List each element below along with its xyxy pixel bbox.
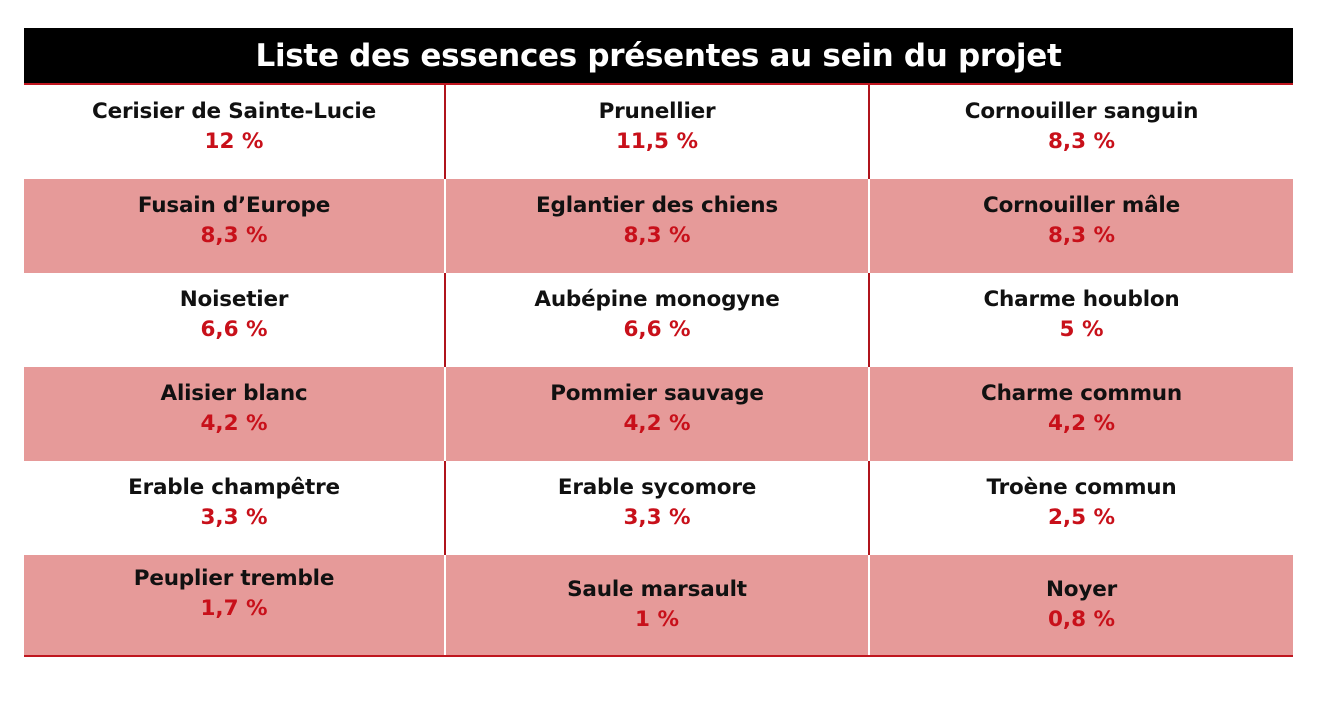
species-cell: Charme commun 4,2 % [870, 367, 1293, 461]
species-name: Saule marsault [567, 577, 747, 602]
species-cell: Eglantier des chiens 8,3 % [446, 179, 870, 273]
species-grid: Cerisier de Sainte-Lucie 12 % Prunellier… [24, 85, 1293, 657]
species-name: Cornouiller sanguin [964, 99, 1199, 124]
species-percentage: 4,2 % [200, 411, 268, 436]
species-cell: Cornouiller mâle 8,3 % [870, 179, 1293, 273]
species-name: Eglantier des chiens [536, 193, 778, 218]
species-percentage: 4,2 % [623, 411, 691, 436]
species-name: Charme commun [981, 381, 1182, 406]
species-percentage: 8,3 % [623, 223, 691, 248]
species-percentage: 8,3 % [200, 223, 268, 248]
species-cell: Pommier sauvage 4,2 % [446, 367, 870, 461]
species-cell: Charme houblon 5 % [870, 273, 1293, 367]
species-name: Erable champêtre [128, 475, 340, 500]
species-percentage: 5 % [1059, 317, 1104, 342]
species-percentage: 0,8 % [1047, 607, 1116, 632]
species-name: Noyer [1046, 577, 1117, 602]
species-cell: Saule marsault 1 % [446, 555, 870, 655]
species-percentage: 8,3 % [1047, 223, 1116, 248]
species-percentage: 6,6 % [200, 317, 268, 342]
species-percentage: 6,6 % [623, 317, 691, 342]
species-name: Erable sycomore [557, 475, 757, 500]
species-name: Alisier blanc [160, 381, 308, 406]
species-table: Liste des essences présentes au sein du … [24, 28, 1293, 657]
species-name: Prunellier [598, 99, 716, 124]
species-percentage: 12 % [204, 129, 264, 154]
species-percentage: 2,5 % [1047, 505, 1116, 530]
species-cell: Aubépine monogyne 6,6 % [446, 273, 870, 367]
species-cell: Erable champêtre 3,3 % [24, 461, 446, 555]
species-cell: Cerisier de Sainte-Lucie 12 % [24, 85, 446, 179]
species-cell: Noisetier 6,6 % [24, 273, 446, 367]
species-percentage: 1,7 % [200, 596, 268, 621]
species-cell: Troène commun 2,5 % [870, 461, 1293, 555]
species-name: Fusain d’Europe [137, 193, 331, 218]
species-name: Cornouiller mâle [983, 193, 1180, 218]
species-percentage: 11,5 % [615, 129, 699, 154]
species-cell: Peuplier tremble 1,7 % [24, 555, 446, 655]
species-name: Aubépine monogyne [534, 287, 780, 312]
table-title: Liste des essences présentes au sein du … [24, 28, 1293, 85]
species-cell: Cornouiller sanguin 8,3 % [870, 85, 1293, 179]
species-cell: Noyer 0,8 % [870, 555, 1293, 655]
species-name: Charme houblon [983, 287, 1180, 312]
species-cell: Alisier blanc 4,2 % [24, 367, 446, 461]
species-percentage: 3,3 % [623, 505, 691, 530]
species-cell: Fusain d’Europe 8,3 % [24, 179, 446, 273]
species-name: Peuplier tremble [133, 566, 335, 591]
species-cell: Prunellier 11,5 % [446, 85, 870, 179]
species-name: Cerisier de Sainte-Lucie [92, 99, 376, 124]
species-name: Pommier sauvage [550, 381, 764, 406]
species-name: Troène commun [986, 475, 1177, 500]
species-percentage: 1 % [635, 607, 679, 632]
species-percentage: 8,3 % [1047, 129, 1116, 154]
species-percentage: 3,3 % [200, 505, 268, 530]
species-cell: Erable sycomore 3,3 % [446, 461, 870, 555]
species-percentage: 4,2 % [1047, 411, 1116, 436]
species-name: Noisetier [179, 287, 289, 312]
